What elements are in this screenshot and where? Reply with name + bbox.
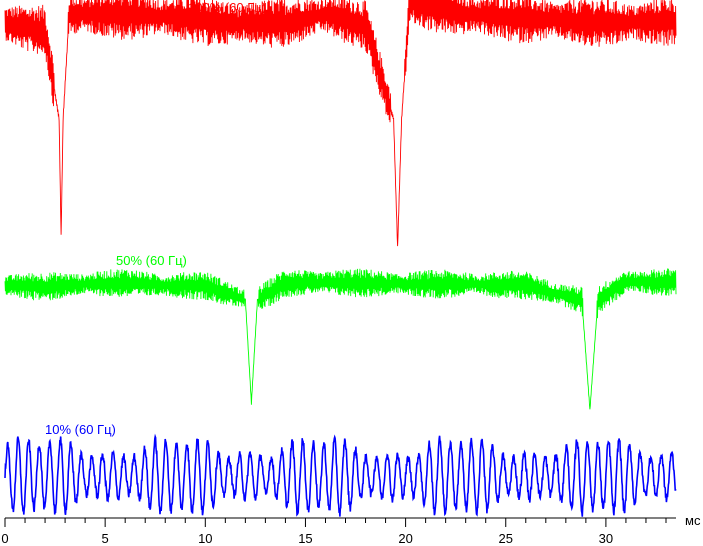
- x-tick-label: 15: [298, 531, 312, 546]
- x-axis-unit-label: мс: [685, 513, 701, 528]
- x-tick-label: 20: [398, 531, 412, 546]
- x-axis: 0 5 10 15 20 25 30: [1, 517, 676, 546]
- x-tick-label: 0: [1, 531, 8, 546]
- x-tick-label: 30: [599, 531, 613, 546]
- series-line-low: [4, 433, 677, 517]
- x-tick-label: 25: [499, 531, 513, 546]
- x-tick-label: 10: [198, 531, 212, 546]
- series-label-high: 100% (60 Гц): [188, 0, 266, 15]
- series-line-mid: [4, 268, 677, 410]
- series-layer: [4, 0, 677, 517]
- series-label-mid: 50% (60 Гц): [116, 253, 187, 268]
- series-label-layer: 100% (60 Гц) 50% (60 Гц) 10% (60 Гц): [45, 0, 266, 437]
- series-line-high: [4, 0, 677, 247]
- series-label-low: 10% (60 Гц): [45, 422, 116, 437]
- x-tick-label: 5: [102, 531, 109, 546]
